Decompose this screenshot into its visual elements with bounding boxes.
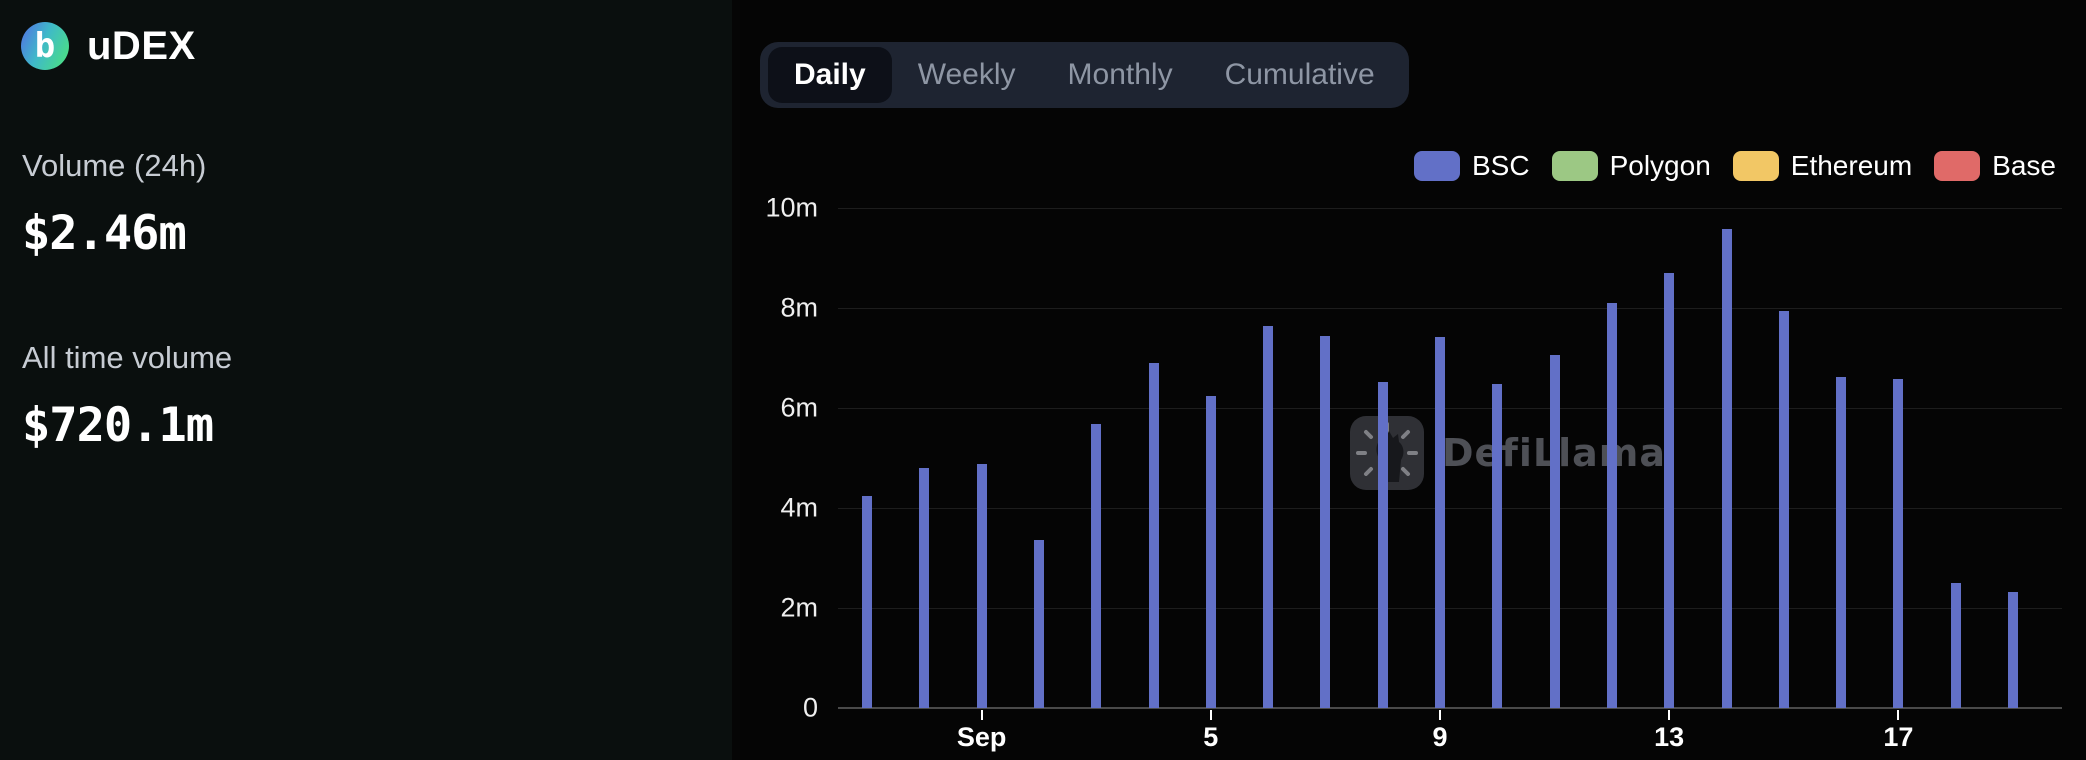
tab-weekly[interactable]: Weekly — [892, 47, 1042, 103]
bar-sep-19[interactable] — [2008, 592, 2018, 708]
gridline — [838, 308, 2062, 309]
tab-cumulative[interactable]: Cumulative — [1199, 47, 1401, 103]
tab-daily[interactable]: Daily — [768, 47, 892, 103]
tab-monthly[interactable]: Monthly — [1042, 47, 1199, 103]
legend-item-polygon[interactable]: Polygon — [1551, 150, 1711, 182]
x-axis-line — [838, 707, 2062, 709]
legend-label: Ethereum — [1790, 150, 1913, 181]
bar-sep-6[interactable] — [1263, 326, 1273, 708]
chart-legend: BSC Polygon Ethereum Base — [1414, 150, 2056, 182]
bar-sep-15[interactable] — [1779, 311, 1789, 708]
bar-sep-2[interactable] — [1034, 540, 1044, 708]
stat-volume-24h: Volume (24h) $2.46m — [22, 148, 206, 261]
bar-sep-18[interactable] — [1951, 583, 1961, 708]
bar-sep-7[interactable] — [1320, 336, 1330, 708]
sidebar: b uDEX Volume (24h) $2.46m All time volu… — [0, 0, 732, 760]
gridline — [838, 508, 2062, 509]
y-axis-label: 6m — [780, 392, 818, 423]
x-axis-tick — [1897, 710, 1900, 720]
bar-aug-31[interactable] — [919, 468, 929, 708]
legend-item-ethereum[interactable]: Ethereum — [1732, 150, 1913, 182]
x-axis-tick — [1209, 710, 1212, 720]
x-axis-label: 9 — [1432, 722, 1448, 752]
volume-bar-chart: 10m 8m 6m 4m 2m 0 Sep 5 9 13 17 — [732, 0, 2086, 760]
bar-sep-12[interactable] — [1607, 303, 1617, 708]
bar-sep-17[interactable] — [1893, 379, 1903, 708]
y-axis-label: 8m — [780, 292, 818, 323]
y-axis-label: 2m — [780, 592, 818, 623]
interval-tab-bar: Daily Weekly Monthly Cumulative — [760, 42, 1409, 108]
bar-sep-9[interactable] — [1435, 337, 1445, 708]
bar-sep-8[interactable] — [1378, 382, 1388, 708]
bar-sep-11[interactable] — [1550, 355, 1560, 708]
legend-item-base[interactable]: Base — [1934, 150, 2056, 182]
app-brand: b uDEX — [21, 22, 196, 70]
gridline — [838, 208, 2062, 209]
bar-sep-14[interactable] — [1722, 229, 1732, 708]
bar-sep-10[interactable] — [1492, 384, 1502, 708]
stat-value: $720.1m — [22, 398, 214, 453]
legend-swatch-polygon — [1551, 151, 1598, 181]
bar-aug-30[interactable] — [862, 496, 872, 708]
legend-label: Base — [1992, 150, 2056, 181]
y-axis-label: 0 — [802, 692, 818, 723]
stat-value: $2.46m — [22, 206, 187, 261]
x-axis-label: Sep — [956, 722, 1007, 752]
legend-label: Polygon — [1609, 150, 1711, 181]
x-axis-label: 13 — [1654, 722, 1685, 752]
legend-item-bsc[interactable]: BSC — [1414, 150, 1530, 182]
gridline — [838, 608, 2062, 609]
x-axis-tick — [1439, 710, 1441, 720]
gridline — [838, 408, 2062, 409]
x-axis-label: 5 — [1203, 722, 1219, 752]
bar-sep-3[interactable] — [1091, 424, 1101, 708]
y-axis-label: 10m — [765, 192, 818, 223]
stat-label: All time volume — [22, 340, 233, 375]
y-axis-label: 4m — [780, 492, 818, 523]
stat-all-time-volume: All time volume $720.1m — [22, 340, 232, 453]
legend-swatch-bsc — [1414, 151, 1460, 181]
x-axis-tick — [1668, 710, 1671, 720]
legend-label: BSC — [1472, 150, 1530, 181]
bar-sep-4[interactable] — [1149, 363, 1159, 708]
bar-sep-16[interactable] — [1836, 377, 1846, 708]
app-logo-icon: b — [21, 22, 69, 70]
bar-sep-13[interactable] — [1664, 273, 1674, 708]
legend-swatch-base — [1934, 151, 1981, 181]
bar-sep-5[interactable] — [1206, 396, 1216, 708]
bar-sep-1[interactable] — [977, 464, 987, 708]
legend-swatch-ethereum — [1732, 151, 1779, 181]
app-title: uDEX — [87, 23, 196, 68]
x-axis-tick — [980, 710, 983, 720]
stat-label: Volume (24h) — [22, 148, 207, 183]
x-axis-label: 17 — [1883, 722, 1914, 752]
